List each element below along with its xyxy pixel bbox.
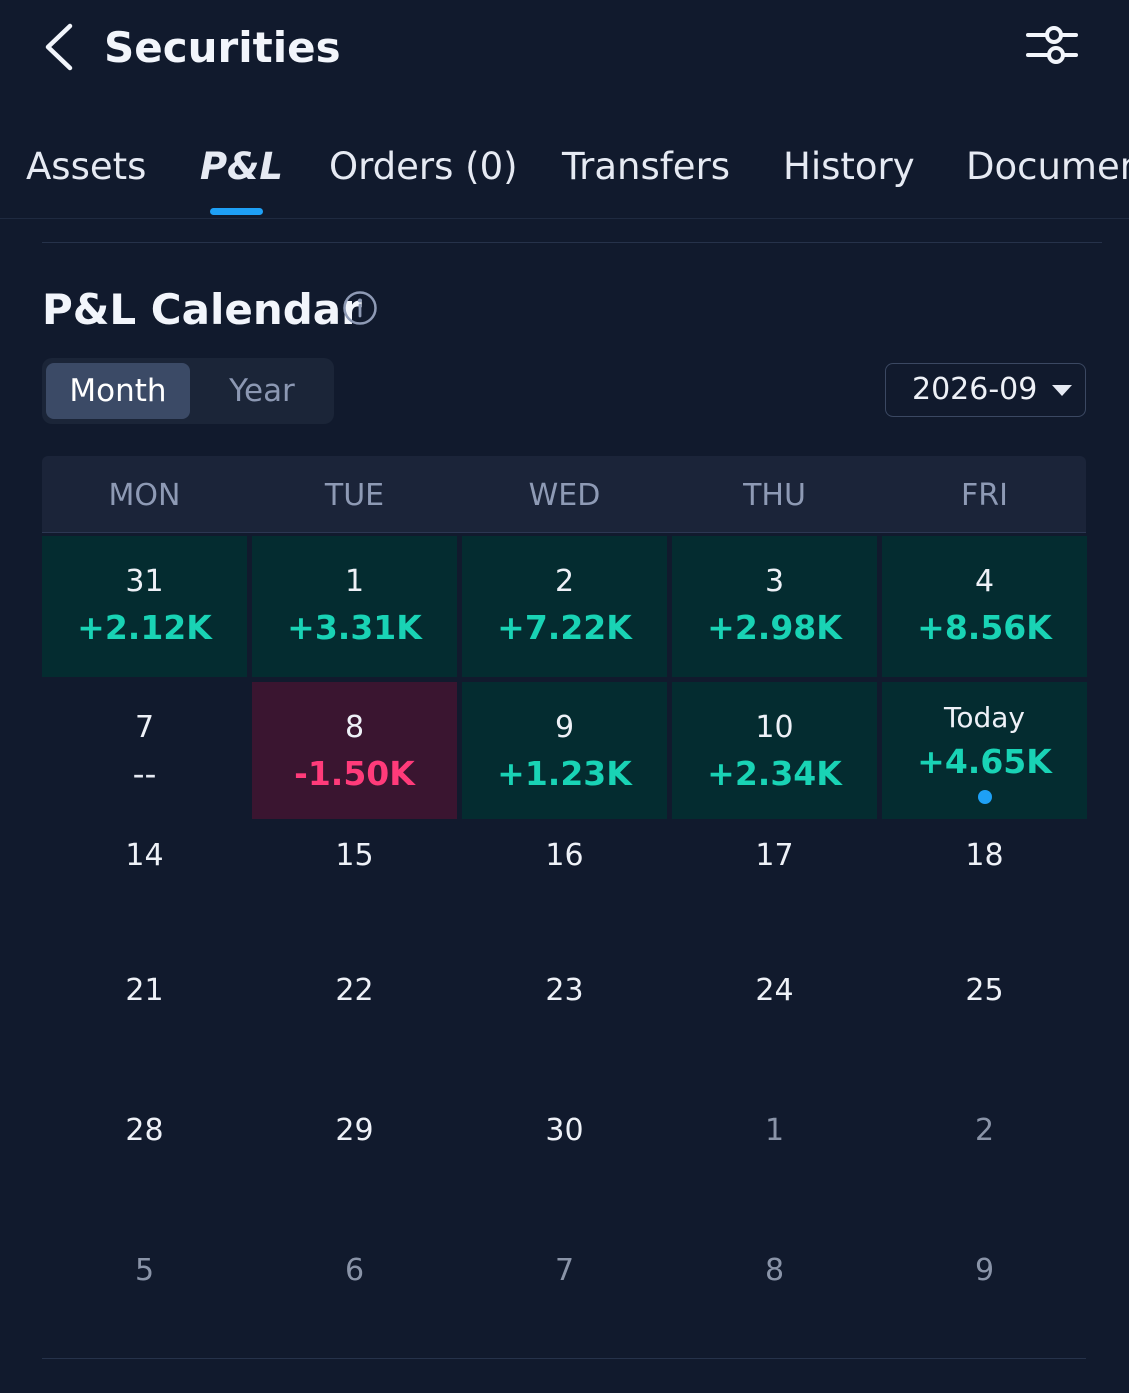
- day-number: 7: [554, 1253, 575, 1288]
- daily-pnl-value: --: [132, 754, 157, 793]
- divider: [42, 242, 1102, 243]
- calendar-day[interactable]: 24: [672, 957, 877, 1053]
- calendar-day[interactable]: 15: [252, 822, 457, 918]
- day-number: 18: [965, 838, 1004, 873]
- calendar-day[interactable]: 16: [462, 822, 667, 918]
- day-number: 2: [554, 564, 575, 599]
- calendar-day[interactable]: 2 +7.22K: [462, 536, 667, 677]
- divider: [42, 1358, 1086, 1359]
- calendar-day[interactable]: 25: [882, 957, 1087, 1053]
- calendar-day[interactable]: 8: [672, 1237, 877, 1333]
- daily-pnl-value: +1.23K: [497, 754, 632, 793]
- daily-pnl-value: -1.50K: [294, 754, 415, 793]
- tab-documents[interactable]: Documen: [966, 145, 1129, 188]
- month-selector[interactable]: 2026-09: [885, 363, 1086, 417]
- day-number: Today: [944, 701, 1025, 734]
- page-title: Securities: [104, 23, 341, 72]
- day-number: 2: [974, 1113, 995, 1148]
- info-icon[interactable]: [342, 290, 378, 326]
- calendar-day[interactable]: 30: [462, 1097, 667, 1193]
- calendar-day-today[interactable]: Today +4.65K: [882, 682, 1087, 819]
- day-number: 8: [764, 1253, 785, 1288]
- day-number: 9: [974, 1253, 995, 1288]
- day-number: 31: [125, 564, 164, 599]
- day-number: 5: [134, 1253, 155, 1288]
- weekday-label: THU: [743, 478, 806, 513]
- day-number: 29: [335, 1113, 374, 1148]
- day-number: 4: [974, 564, 995, 599]
- daily-pnl-value: +3.31K: [287, 608, 422, 647]
- day-number: 3: [764, 564, 785, 599]
- weekday-header: MON TUE WED THU FRI: [42, 456, 1086, 533]
- tab-orders[interactable]: Orders (0): [329, 145, 518, 188]
- day-number: 28: [125, 1113, 164, 1148]
- month-toggle-button[interactable]: Month: [46, 363, 190, 419]
- day-number: 1: [764, 1113, 785, 1148]
- weekday-label: FRI: [961, 478, 1008, 513]
- caret-down-icon: [1052, 385, 1072, 396]
- day-number: 25: [965, 973, 1004, 1008]
- tab-history[interactable]: History: [783, 145, 915, 188]
- daily-pnl-value: +2.34K: [707, 754, 842, 793]
- calendar-day[interactable]: 17: [672, 822, 877, 918]
- calendar-day[interactable]: 18: [882, 822, 1087, 918]
- weekday-label: MON: [108, 478, 181, 513]
- calendar-day[interactable]: 28: [42, 1097, 247, 1193]
- day-number: 16: [545, 838, 584, 873]
- calendar-day[interactable]: 22: [252, 957, 457, 1053]
- day-number: 30: [545, 1113, 584, 1148]
- chevron-left-icon[interactable]: [40, 20, 80, 74]
- weekday-label: WED: [528, 478, 601, 513]
- calendar-day[interactable]: 9 +1.23K: [462, 682, 667, 819]
- calendar-day[interactable]: 31 +2.12K: [42, 536, 247, 677]
- year-toggle-button[interactable]: Year: [229, 373, 295, 409]
- calendar-day[interactable]: 6: [252, 1237, 457, 1333]
- daily-pnl-value: +8.56K: [917, 608, 1052, 647]
- calendar-day[interactable]: 10 +2.34K: [672, 682, 877, 819]
- calendar-day[interactable]: 1 +3.31K: [252, 536, 457, 677]
- day-number: 14: [125, 838, 164, 873]
- daily-pnl-value: +2.98K: [707, 608, 842, 647]
- day-number: 23: [545, 973, 584, 1008]
- daily-pnl-value: +2.12K: [77, 608, 212, 647]
- calendar-day[interactable]: 21: [42, 957, 247, 1053]
- selected-month: 2026-09: [912, 372, 1038, 407]
- day-number: 15: [335, 838, 374, 873]
- period-toggle: Month Year: [42, 358, 334, 424]
- day-number: 10: [755, 710, 794, 745]
- calendar-day[interactable]: 23: [462, 957, 667, 1053]
- calendar-day[interactable]: 1: [672, 1097, 877, 1193]
- calendar-day[interactable]: 7 --: [42, 682, 247, 819]
- top-bar: Securities: [0, 0, 1129, 100]
- day-number: 24: [755, 973, 794, 1008]
- daily-pnl-value: +7.22K: [497, 608, 632, 647]
- calendar-day[interactable]: 3 +2.98K: [672, 536, 877, 677]
- tab-assets[interactable]: Assets: [26, 145, 147, 188]
- calendar-day[interactable]: 9: [882, 1237, 1087, 1333]
- calendar-day[interactable]: 8 -1.50K: [252, 682, 457, 819]
- day-number: 21: [125, 973, 164, 1008]
- weekday-label: TUE: [324, 478, 385, 513]
- day-number: 8: [344, 710, 365, 745]
- day-number: 6: [344, 1253, 365, 1288]
- calendar-day[interactable]: 29: [252, 1097, 457, 1193]
- day-number: 22: [335, 973, 374, 1008]
- calendar-day[interactable]: 4 +8.56K: [882, 536, 1087, 677]
- day-number: 9: [554, 710, 575, 745]
- active-tab-indicator: [210, 208, 263, 215]
- today-indicator-dot: [978, 790, 992, 804]
- daily-pnl-value: +4.65K: [917, 742, 1052, 781]
- tab-pnl[interactable]: P&L: [200, 145, 283, 188]
- calendar-day[interactable]: 14: [42, 822, 247, 918]
- section-title: P&L Calendar: [42, 285, 362, 334]
- calendar-day[interactable]: 7: [462, 1237, 667, 1333]
- day-number: 1: [344, 564, 365, 599]
- day-number: 7: [134, 710, 155, 745]
- calendar-day[interactable]: 5: [42, 1237, 247, 1333]
- sliders-icon[interactable]: [1024, 22, 1080, 68]
- tab-bar: Assets P&L Orders (0) Transfers History …: [0, 130, 1129, 219]
- calendar-day[interactable]: 2: [882, 1097, 1087, 1193]
- day-number: 17: [755, 838, 794, 873]
- tab-transfers[interactable]: Transfers: [562, 145, 731, 188]
